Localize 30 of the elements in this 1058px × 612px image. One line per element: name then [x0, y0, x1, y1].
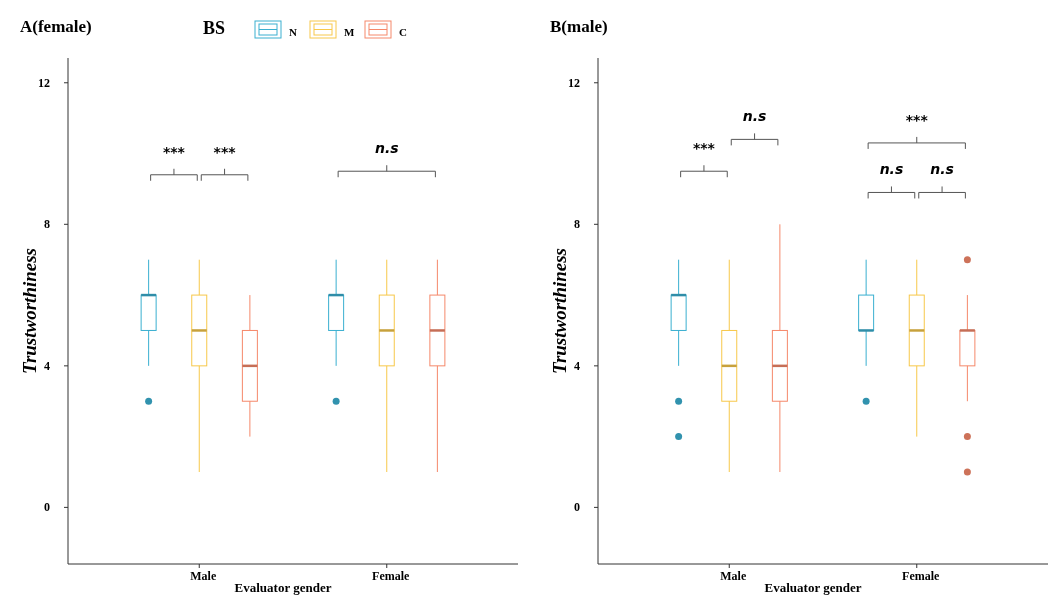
legend-label: N: [289, 26, 297, 38]
y-tick-label: 12: [568, 75, 580, 90]
y-axis-title: Trustworthiness: [549, 247, 570, 375]
annotation: ***: [905, 111, 929, 128]
y-tick-label: 8: [574, 217, 580, 232]
x-tick-label: Female: [902, 569, 941, 583]
legend-label: M: [344, 26, 355, 38]
x-axis-title: Evaluator gender: [234, 580, 332, 595]
x-tick-label: Female: [372, 569, 411, 583]
y-tick-label: 12: [38, 75, 50, 90]
annotation: ***: [213, 143, 237, 160]
chart-title: A(female): [20, 17, 92, 36]
y-tick-label: 0: [574, 500, 580, 515]
annotation: n.s: [374, 140, 399, 157]
annotation: n.s: [879, 161, 904, 178]
x-tick-label: Male: [720, 569, 747, 583]
legend-label: C: [399, 26, 407, 38]
annotation: ***: [692, 140, 716, 157]
legend-title: BS: [203, 18, 226, 38]
y-tick-label: 4: [574, 358, 580, 373]
annotation: n.s: [930, 161, 954, 178]
annotation: n.s: [742, 108, 767, 125]
chart-title: B(male): [550, 17, 608, 36]
y-tick-label: 4: [44, 358, 50, 373]
annotation: ***: [162, 143, 186, 160]
y-tick-label: 0: [44, 500, 50, 515]
y-axis-title: Trustworthiness: [19, 247, 40, 375]
x-axis-title: Evaluator gender: [764, 580, 862, 595]
y-tick-label: 8: [44, 217, 50, 232]
x-tick-label: Male: [190, 569, 217, 583]
